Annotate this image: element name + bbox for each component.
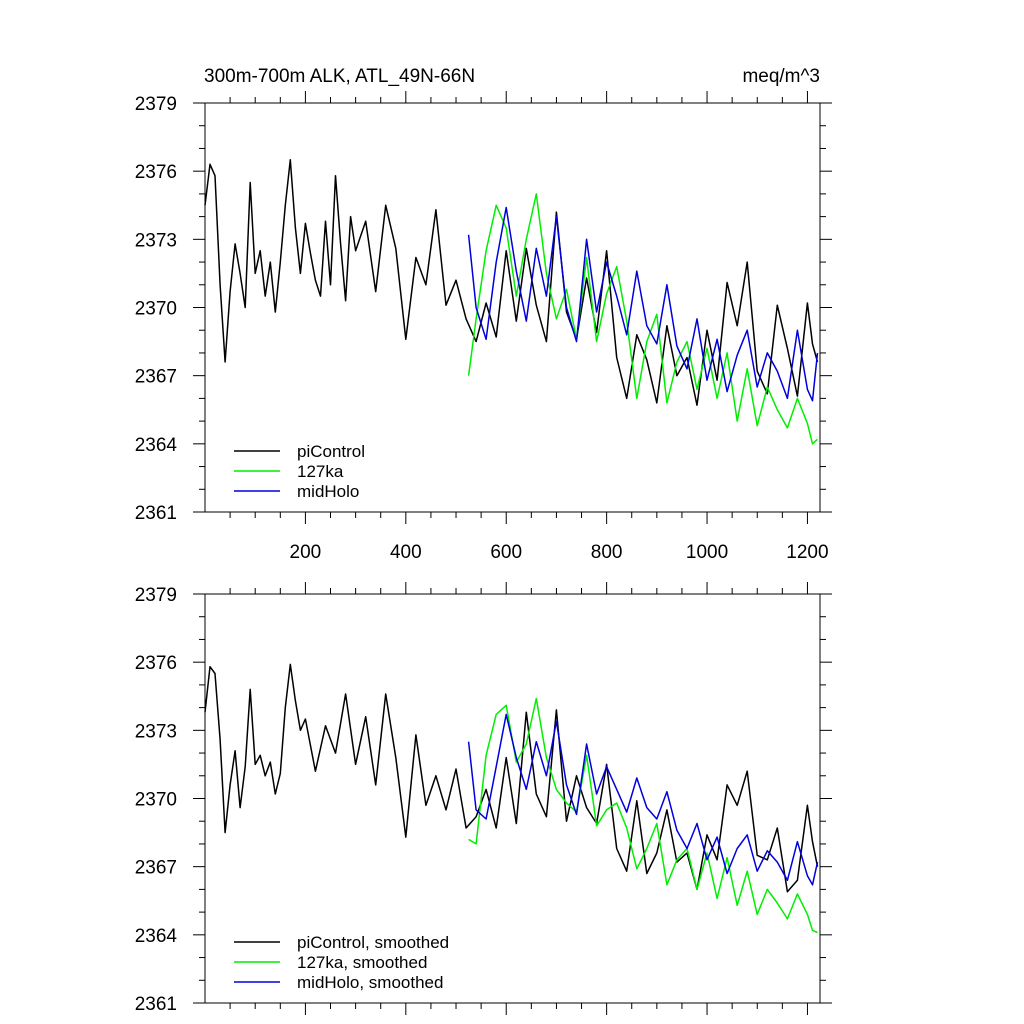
- x-tick-label: 600: [490, 542, 522, 563]
- panel-top-units: meq/m^3: [742, 66, 820, 87]
- legend-label-midholo-smoothed: midHolo, smoothed: [297, 973, 443, 992]
- y-tick-label: 2361: [135, 503, 177, 524]
- legend-label-127ka: 127ka: [297, 462, 344, 481]
- x-tick-label: 400: [390, 542, 422, 563]
- legend-label-picontrol-smoothed: piControl, smoothed: [297, 933, 449, 952]
- y-tick-label: 2361: [135, 994, 177, 1015]
- x-tick-label: 1200: [786, 542, 828, 563]
- x-tick-label: 800: [591, 542, 623, 563]
- y-tick-label: 2370: [135, 299, 177, 320]
- x-tick-label: 1000: [686, 542, 728, 563]
- panel-top-ticks: 2361 2364 2367 2370 2373 2376 2379 200 400 600 800…: [135, 91, 832, 563]
- legend-label-midholo: midHolo: [297, 482, 359, 501]
- panel-bottom-legend: piControl, smoothed 127ka, smoothed midH…: [234, 933, 449, 992]
- y-tick-label: 2379: [135, 585, 177, 606]
- y-tick-label: 2373: [135, 721, 177, 742]
- x-tick-label: 200: [290, 542, 322, 563]
- y-tick-label: 2376: [135, 162, 177, 183]
- y-tick-label: 2376: [135, 653, 177, 674]
- series-line-picontrol-smoothed: [204, 663, 819, 893]
- panel-bottom-series: [204, 663, 819, 934]
- y-tick-label: 2364: [135, 435, 178, 456]
- y-tick-label: 2367: [135, 367, 177, 388]
- panel-top-title: 300m-700m ALK, ATL_49N-66N: [204, 66, 475, 87]
- y-tick-label: 2367: [135, 858, 177, 879]
- panel-top-series: [204, 159, 819, 445]
- y-tick-label: 2370: [135, 790, 177, 811]
- y-tick-label: 2379: [135, 94, 177, 115]
- series-line-127ka-smoothed: [468, 697, 818, 934]
- y-tick-label: 2364: [135, 926, 178, 947]
- y-tick-label: 2373: [135, 230, 177, 251]
- legend-label-picontrol: piControl: [297, 442, 365, 461]
- legend-label-127ka-smoothed: 127ka, smoothed: [297, 953, 427, 972]
- panel-top: 300m-700m ALK, ATL_49N-66N meq/m^3 23612…: [135, 66, 832, 563]
- panel-bottom: 2361 2364 2367 2370 2373 2376 2379 piControl, …: [135, 582, 832, 1015]
- series-line-midholo-smoothed: [467, 713, 819, 886]
- series-line-picontrol: [204, 159, 819, 406]
- series-line-127ka: [467, 193, 819, 445]
- series-line-midholo: [467, 206, 819, 402]
- panel-bottom-ticks: 2361 2364 2367 2370 2373 2376 2379: [135, 582, 832, 1015]
- panel-top-legend: piControl 127ka midHolo: [234, 442, 365, 501]
